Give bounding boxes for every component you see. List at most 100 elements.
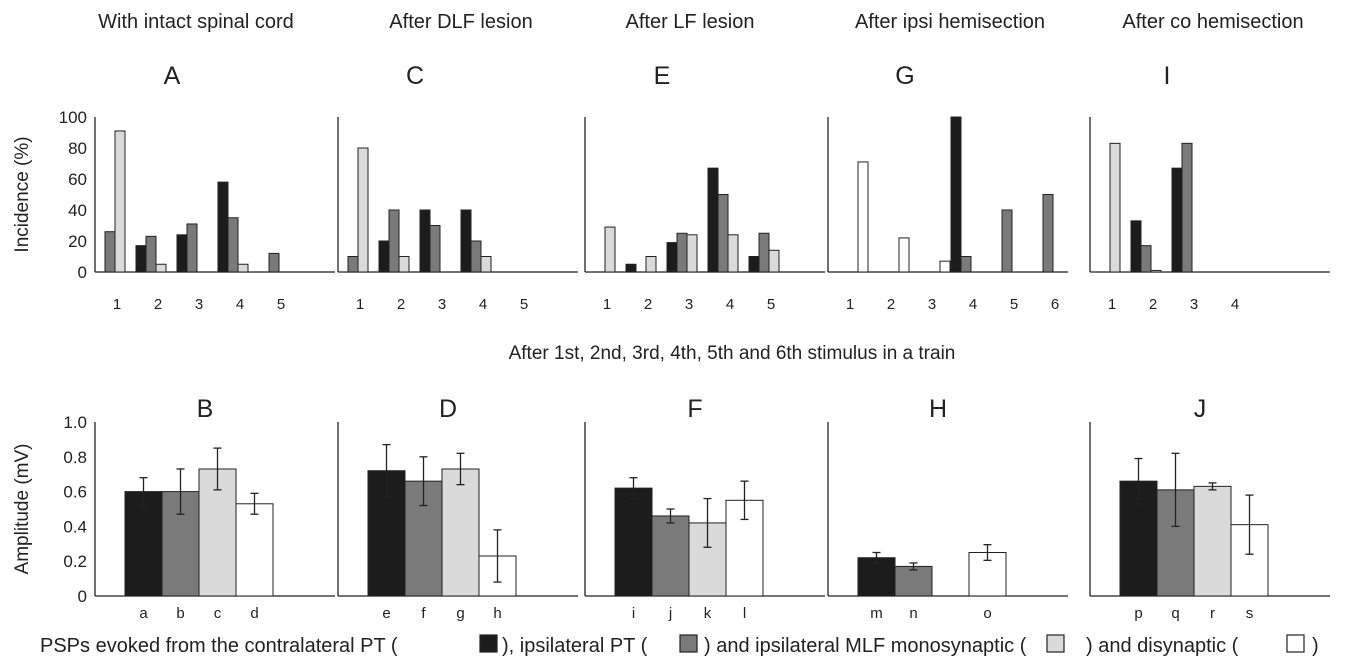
legend-caption-part: PSPs evoked from the contralateral PT (	[40, 635, 398, 657]
panel-g-bar	[950, 116, 962, 273]
panel-i-category-label: 1	[1108, 296, 1116, 313]
panel-c-category-label: 1	[356, 296, 364, 313]
legend-caption-part: )	[1312, 635, 1319, 657]
panel-a-bar	[176, 234, 188, 273]
panel-i-category-label: 3	[1190, 296, 1198, 313]
panel-f-category-label: j	[668, 605, 672, 622]
panel-e-letter: E	[654, 62, 671, 90]
panel-j-category-label: s	[1246, 605, 1254, 622]
panel-e-bar	[666, 242, 678, 273]
panel-b-category-label: a	[139, 605, 148, 622]
panel-a-bar	[104, 231, 116, 273]
panel-f-category-label: l	[743, 605, 746, 622]
panel-c-bar	[378, 240, 390, 273]
panel-i-category-label: 2	[1149, 296, 1157, 313]
panel-c-letter: C	[406, 62, 424, 90]
panel-a-letter: A	[164, 62, 181, 90]
panel-d-letter: D	[439, 395, 457, 423]
panel-a-category-label: 5	[277, 296, 285, 313]
panel-d-category-label: h	[493, 605, 501, 622]
panel-c-bar	[398, 256, 410, 273]
panel-c-category-label: 4	[479, 296, 487, 313]
panel-c-bar	[347, 256, 359, 273]
panel-b-category-label: d	[250, 605, 258, 622]
panel-a-category-label: 4	[236, 296, 244, 313]
panel-e-bar	[727, 234, 739, 273]
panel-a-y-tick-label: 20	[68, 232, 87, 251]
panel-h-category-label: m	[870, 605, 883, 622]
panel-e-category-label: 4	[726, 296, 734, 313]
legend-swatch-disynaptic	[1286, 634, 1305, 653]
panel-e-bar	[768, 249, 780, 273]
panel-g-category-label: 5	[1010, 296, 1018, 313]
panel-e-category-label: 3	[685, 296, 693, 313]
panel-a-bar	[227, 217, 239, 273]
panel-a-bar	[186, 223, 198, 273]
panel-h-bar	[857, 557, 896, 597]
panel-b-bar	[235, 503, 274, 597]
panel-i-bar	[1150, 269, 1162, 273]
legend-swatch-contralateral-pt	[479, 634, 498, 653]
panel-g-letter: G	[895, 62, 914, 90]
panel-j-category-label: p	[1134, 605, 1142, 622]
panel-f-category-label: k	[704, 605, 712, 622]
panel-a-bar	[237, 263, 249, 273]
panel-c-bar	[470, 240, 482, 273]
panel-j-bar	[1193, 485, 1232, 597]
panel-a-bar	[268, 252, 280, 273]
panel-b-bar	[124, 491, 163, 597]
panel-g-bar	[939, 260, 951, 273]
panel-a-category-label: 1	[113, 296, 121, 313]
column-title: With intact spinal cord	[98, 11, 294, 33]
panel-i-bar	[1181, 142, 1193, 273]
panel-d-bar	[441, 468, 480, 597]
legend-swatch-mlf-monosynaptic	[1046, 634, 1065, 653]
panel-h-category-label: o	[983, 605, 991, 622]
panel-i-category-label: 4	[1231, 296, 1239, 313]
panel-a-bar	[155, 263, 167, 273]
panel-g-category-label: 6	[1051, 296, 1059, 313]
panel-a-y-tick-label: 60	[68, 170, 87, 189]
panel-a-bar	[217, 181, 229, 273]
panel-b-y-tick-label: 0.6	[63, 483, 87, 502]
y-axis-title: Amplitude (mV)	[12, 444, 33, 575]
panel-a-bar	[114, 130, 126, 273]
panel-b-y-tick-label: 1.0	[63, 413, 87, 432]
panel-f-bar	[651, 515, 690, 597]
panel-e-category-label: 1	[603, 296, 611, 313]
panel-c-category-label: 3	[438, 296, 446, 313]
panel-d-category-label: e	[382, 605, 390, 622]
legend-caption-part: ) and disynaptic (	[1086, 635, 1239, 657]
panel-c-bar	[480, 256, 492, 273]
panel-e-bar	[686, 234, 698, 273]
panel-b-y-tick-label: 0.2	[63, 552, 87, 571]
panel-f-letter: F	[687, 395, 702, 423]
panel-b-category-label: b	[176, 605, 184, 622]
panel-h-bar	[894, 565, 933, 597]
panel-g-bar	[1042, 194, 1054, 273]
panel-g-bar	[960, 256, 972, 273]
panel-c-bar	[419, 209, 431, 273]
panel-b-category-label: c	[214, 605, 222, 622]
panel-g-category-label: 4	[969, 296, 977, 313]
panel-h-letter: H	[929, 395, 947, 423]
panel-b-y-tick-label: 0.8	[63, 448, 87, 467]
panel-e-bar	[676, 232, 688, 273]
panel-c-bar	[429, 225, 441, 273]
panel-e-bar	[625, 263, 637, 273]
panel-j-letter: J	[1194, 395, 1207, 423]
panel-d-category-label: g	[456, 605, 464, 622]
legend-swatch-ipsilateral-pt	[679, 634, 698, 653]
column-title: After co hemisection	[1122, 11, 1303, 33]
panel-a-y-tick-label: 0	[78, 263, 87, 282]
panel-c-category-label: 5	[520, 296, 528, 313]
legend-caption-part: ), ipsilateral PT (	[502, 635, 648, 657]
panel-g-category-label: 1	[846, 296, 854, 313]
panel-h-category-label: n	[909, 605, 917, 622]
panel-j-category-label: q	[1171, 605, 1179, 622]
panel-b-y-tick-label: 0	[78, 587, 87, 606]
panel-i-bar	[1171, 167, 1183, 273]
panel-f-category-label: i	[632, 605, 635, 622]
panel-c-bar	[388, 209, 400, 273]
panel-j-category-label: r	[1210, 605, 1215, 622]
